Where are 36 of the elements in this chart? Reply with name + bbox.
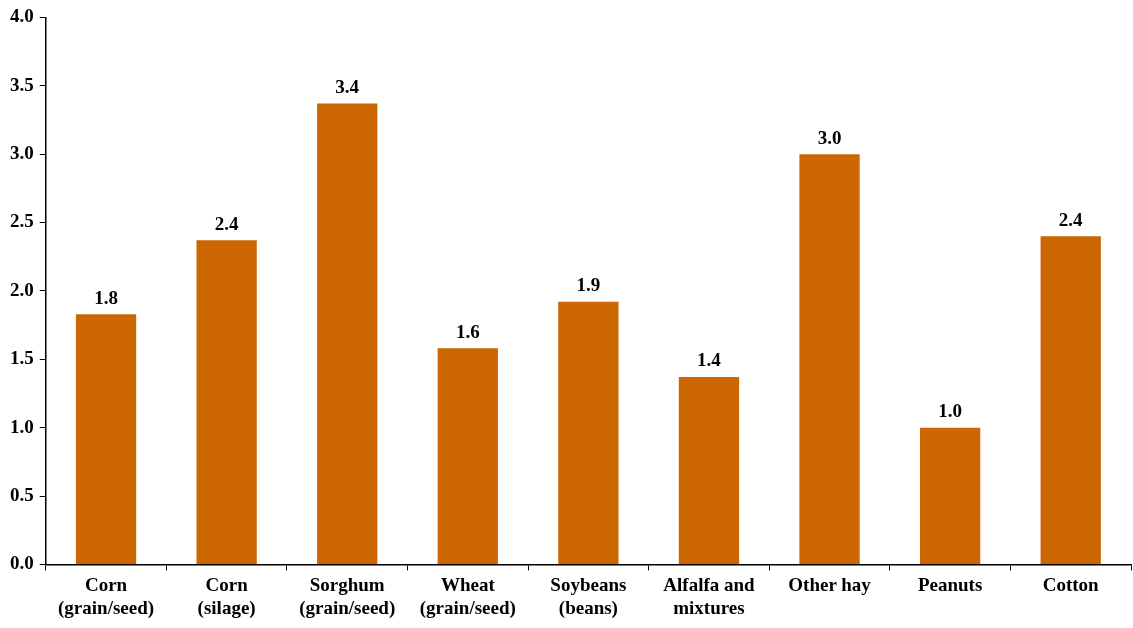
data-label: 1.6 (455, 320, 480, 342)
bar (799, 154, 860, 564)
y-tick-label: 1.0 (10, 415, 34, 437)
y-tick-label: 1.5 (10, 347, 34, 369)
bar (75, 314, 137, 564)
bar (678, 377, 740, 564)
x-tick-label: Alfalfa and mixtures (663, 573, 756, 618)
data-label: 1.8 (94, 286, 118, 308)
bar (437, 348, 498, 564)
y-tick-label: 3.5 (10, 73, 34, 95)
data-label: 1.9 (576, 274, 601, 296)
y-tick-label: 2.0 (10, 278, 34, 300)
y-tick-label: 4.0 (10, 5, 34, 27)
bar (317, 103, 378, 564)
x-tick-label: Other hay (788, 573, 872, 595)
x-tick-label: Peanuts (917, 573, 983, 595)
bar (1040, 236, 1101, 564)
x-tick-label: Cotton (1042, 573, 1100, 595)
x-tick-label: Corn (grain/seed) (58, 573, 155, 619)
data-label: 3.4 (335, 75, 360, 97)
x-tick-label: Wheat (grain/seed) (419, 573, 516, 619)
bar (919, 427, 981, 564)
y-tick-label: 0.0 (10, 552, 34, 574)
x-tick-label: Corn (silage) (197, 573, 256, 619)
x-tick-label: Soybeans (beans) (550, 573, 627, 619)
data-label: 2.4 (1058, 208, 1084, 230)
y-tick-label: 2.5 (10, 210, 34, 232)
data-label: 2.4 (214, 212, 239, 234)
data-label: 1.4 (697, 349, 722, 371)
x-tick-label: Sorghum (grain/seed) (299, 573, 396, 619)
data-label: 1.0 (938, 400, 962, 422)
y-tick-label: 0.5 (10, 483, 34, 505)
bar (558, 301, 619, 564)
bar (196, 240, 257, 564)
data-label: 3.0 (817, 126, 842, 148)
y-tick-label: 3.0 (10, 142, 34, 164)
